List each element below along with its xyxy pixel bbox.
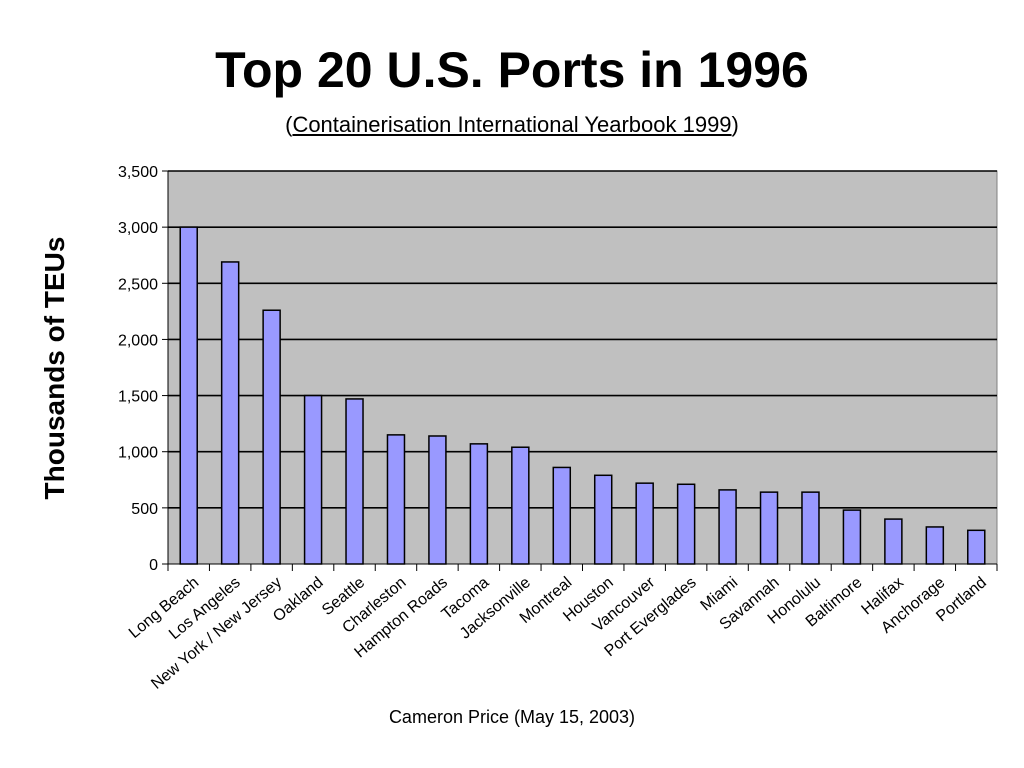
bar (469, 443, 489, 565)
bar (842, 509, 862, 565)
subtitle-open-paren: ( (285, 112, 293, 137)
bar (552, 466, 572, 565)
bar (801, 491, 820, 565)
bar (428, 435, 447, 565)
bar (718, 489, 737, 565)
bar (220, 261, 240, 565)
bar (635, 482, 654, 565)
bar (303, 394, 323, 565)
plot-area (167, 170, 998, 565)
bar (511, 446, 530, 565)
bar (676, 483, 696, 565)
bar (759, 491, 779, 565)
y-tick-label: 500 (131, 501, 158, 518)
bar (967, 529, 986, 565)
chart-subtitle: (Containerisation International Yearbook… (0, 111, 1024, 139)
bar (179, 226, 198, 565)
subtitle-source-link: Containerisation International Yearbook … (292, 112, 732, 137)
bar (925, 526, 945, 565)
bar (884, 518, 903, 565)
bar (345, 398, 364, 565)
y-tick-label: 1,000 (118, 445, 158, 462)
y-tick-label: 3,500 (118, 164, 158, 181)
subtitle-close-paren: ) (731, 112, 739, 137)
y-tick-label: 0 (149, 557, 158, 574)
bar (593, 474, 613, 565)
y-tick-label: 2,500 (118, 276, 158, 293)
y-tick-label: 1,500 (118, 389, 158, 406)
footer-credit: Cameron Price (May 15, 2003) (388, 707, 636, 727)
y-tick-label: 2,000 (118, 332, 158, 349)
bar (262, 309, 281, 565)
chart-title: Top 20 U.S. Ports in 1996 (215, 42, 809, 98)
y-tick-label: 3,000 (118, 220, 158, 237)
bar (386, 434, 406, 565)
